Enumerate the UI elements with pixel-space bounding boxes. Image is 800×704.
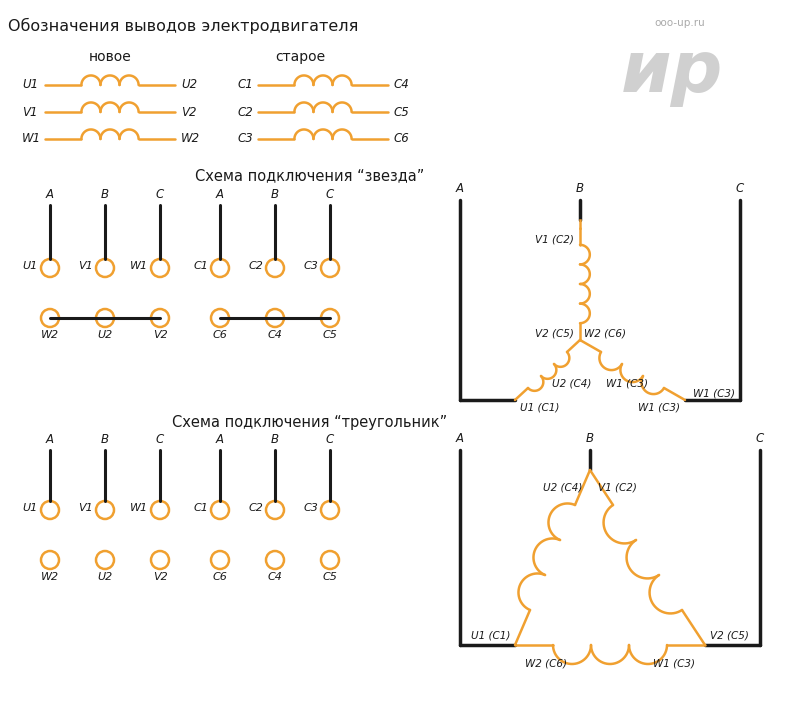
Text: C6: C6 <box>213 330 227 340</box>
Text: W1 (C3): W1 (C3) <box>606 378 648 388</box>
Text: B: B <box>271 433 279 446</box>
Text: W1 (C3): W1 (C3) <box>638 403 680 413</box>
Text: Обозначения выводов электродвигателя: Обозначения выводов электродвигателя <box>8 18 358 34</box>
Text: W1 (C3): W1 (C3) <box>653 659 695 669</box>
Text: W1: W1 <box>130 261 148 271</box>
Text: C4: C4 <box>394 79 410 92</box>
Text: U1: U1 <box>22 503 38 513</box>
Text: C5: C5 <box>322 572 338 582</box>
Text: V2: V2 <box>153 330 167 340</box>
Text: C2: C2 <box>238 106 254 118</box>
Text: W2 (C6): W2 (C6) <box>525 659 567 669</box>
Text: U1 (C1): U1 (C1) <box>520 403 559 413</box>
Text: V1: V1 <box>22 106 38 118</box>
Text: C1: C1 <box>193 261 208 271</box>
Text: B: B <box>101 188 109 201</box>
Text: C3: C3 <box>303 261 318 271</box>
Text: V2: V2 <box>153 572 167 582</box>
Text: старое: старое <box>275 50 325 64</box>
Text: V2 (C5): V2 (C5) <box>535 328 574 338</box>
Text: A: A <box>216 188 224 201</box>
Text: B: B <box>271 188 279 201</box>
Text: A: A <box>456 432 464 445</box>
Text: V1 (C2): V1 (C2) <box>598 482 637 492</box>
Text: W2: W2 <box>181 132 200 146</box>
Text: W1: W1 <box>130 503 148 513</box>
Text: U2: U2 <box>98 572 113 582</box>
Text: U2: U2 <box>98 330 113 340</box>
Text: C6: C6 <box>394 132 410 146</box>
Text: W2 (C6): W2 (C6) <box>584 328 626 338</box>
Text: V2 (C5): V2 (C5) <box>710 630 749 640</box>
Text: C2: C2 <box>248 261 263 271</box>
Text: W1 (C3): W1 (C3) <box>693 388 735 398</box>
Text: C5: C5 <box>394 106 410 118</box>
Text: W1: W1 <box>22 132 41 146</box>
Text: V1: V1 <box>78 503 93 513</box>
Text: U1: U1 <box>22 261 38 271</box>
Text: C3: C3 <box>303 503 318 513</box>
Text: Схема подключения “треугольник”: Схема подключения “треугольник” <box>172 415 448 430</box>
Text: C6: C6 <box>213 572 227 582</box>
Text: C1: C1 <box>193 503 208 513</box>
Text: C: C <box>326 188 334 201</box>
Text: V1 (C2): V1 (C2) <box>535 235 574 245</box>
Text: V1: V1 <box>78 261 93 271</box>
Text: A: A <box>456 182 464 195</box>
Text: C: C <box>156 188 164 201</box>
Text: A: A <box>216 433 224 446</box>
Text: A: A <box>46 433 54 446</box>
Text: C: C <box>736 182 744 195</box>
Text: U2: U2 <box>181 79 197 92</box>
Text: W2: W2 <box>41 330 59 340</box>
Text: новое: новое <box>89 50 131 64</box>
Text: C1: C1 <box>238 79 254 92</box>
Text: C: C <box>156 433 164 446</box>
Text: U2 (C4): U2 (C4) <box>552 378 591 388</box>
Text: C5: C5 <box>322 330 338 340</box>
Text: C: C <box>756 432 764 445</box>
Text: B: B <box>576 182 584 195</box>
Text: C4: C4 <box>267 572 282 582</box>
Text: ooo-up.ru: ooo-up.ru <box>654 18 706 28</box>
Text: W2: W2 <box>41 572 59 582</box>
Text: V2: V2 <box>181 106 197 118</box>
Text: C4: C4 <box>267 330 282 340</box>
Text: U1 (C1): U1 (C1) <box>470 630 510 640</box>
Text: U2 (C4): U2 (C4) <box>542 482 582 492</box>
Text: A: A <box>46 188 54 201</box>
Text: ир: ир <box>621 38 723 107</box>
Text: C: C <box>326 433 334 446</box>
Text: U1: U1 <box>22 79 38 92</box>
Text: C3: C3 <box>238 132 254 146</box>
Text: C2: C2 <box>248 503 263 513</box>
Text: Схема подключения “звезда”: Схема подключения “звезда” <box>195 168 425 183</box>
Text: B: B <box>101 433 109 446</box>
Text: B: B <box>586 432 594 445</box>
